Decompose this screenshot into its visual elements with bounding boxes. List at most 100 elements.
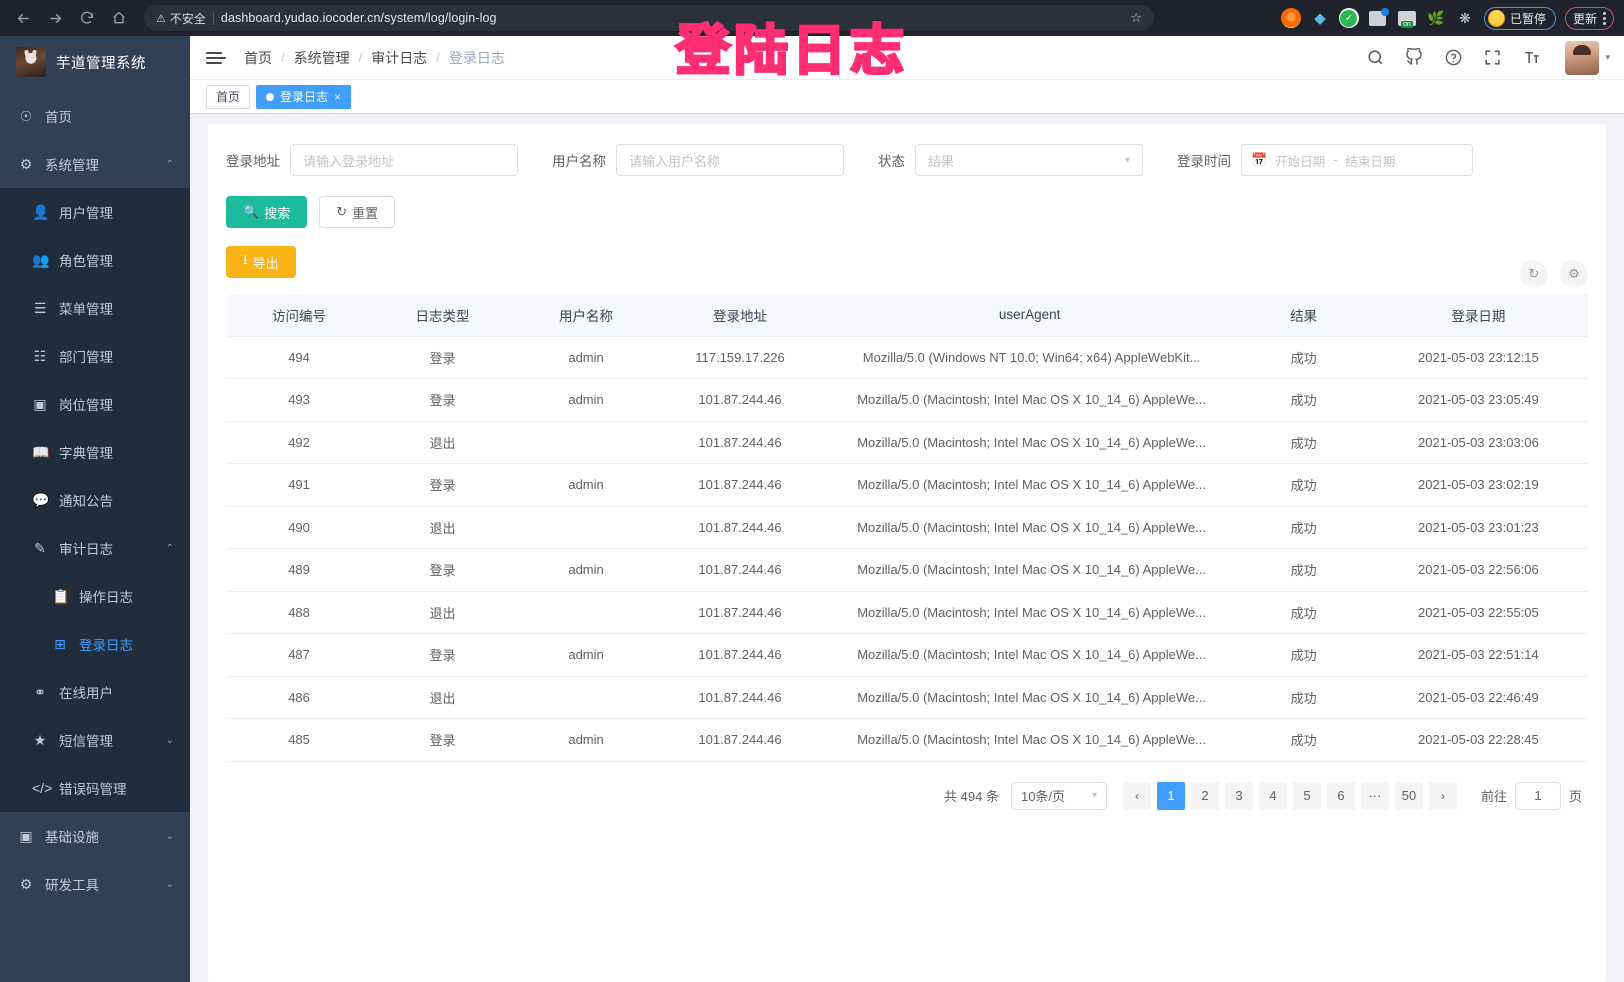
sidebar-item-role-manage[interactable]: 👥 角色管理	[0, 236, 190, 284]
github-icon[interactable]	[1405, 48, 1424, 67]
sidebar-item-dictionary-manage[interactable]: 📖 字典管理	[0, 428, 190, 476]
page-button-50[interactable]: 50	[1394, 781, 1423, 810]
sidebar-item-infrastructure[interactable]: ▣ 基础设施 ⌄	[0, 812, 190, 860]
sidebar-item-system[interactable]: ⚙ 系统管理 ⌃	[0, 140, 190, 188]
sidebar-item-label: 菜单管理	[59, 302, 113, 317]
username-label: 用户名称	[552, 154, 606, 169]
extension-diamond-icon[interactable]: ◆	[1314, 10, 1326, 27]
extension-leaf-icon[interactable]: 🌿	[1427, 9, 1445, 26]
cell-user	[513, 421, 660, 464]
main-area: 首页 / 系统管理 / 审计日志 / 登录日志	[190, 36, 1624, 982]
page-size-select[interactable]: 10条/页 ▾	[1010, 781, 1107, 810]
table-row[interactable]: 487 登录 admin 101.87.244.46 Mozilla/5.0 (Maci…	[226, 633, 1588, 677]
sidebar-logo[interactable]: 芋道管理系统	[0, 36, 190, 88]
export-button[interactable]: ⭳ 导出	[226, 246, 296, 278]
table-row[interactable]: 488 退出 101.87.244.46 Mozilla/5.0 (Macintosh…	[226, 591, 1588, 634]
login-time-daterange[interactable]: 📅 开始日期 - 结束日期	[1241, 144, 1473, 176]
page-button-3[interactable]: 3	[1224, 781, 1253, 810]
close-icon[interactable]: ×	[334, 89, 342, 104]
breadcrumb-item-system[interactable]: 系统管理	[293, 49, 350, 66]
table-row[interactable]: 490 退出 101.87.244.46 Mozilla/5.0 (Macintosh…	[226, 506, 1588, 549]
column-settings-icon[interactable]: ⚙	[1560, 260, 1588, 288]
extension-orange-icon[interactable]	[1280, 8, 1301, 28]
reset-button[interactable]: ↻ 重置	[319, 196, 396, 228]
start-date-input[interactable]: 开始日期	[1275, 154, 1326, 169]
table-row[interactable]: 486 退出 101.87.244.46 Mozilla/5.0 (Macintosh…	[226, 676, 1588, 719]
sidebar-item-user-manage[interactable]: 👤 用户管理	[0, 188, 190, 236]
breadcrumb-item-audit[interactable]: 审计日志	[371, 49, 428, 66]
security-indicator[interactable]: ⚠ 不安全	[156, 10, 206, 27]
user-icon: 👤	[32, 203, 50, 220]
refresh-icon[interactable]: ↻	[1520, 260, 1548, 288]
address-bar[interactable]: ⚠ 不安全 dashboard.yudao.iocoder.cn/system/…	[144, 5, 1154, 31]
extension-list-icon[interactable]	[1397, 8, 1417, 28]
username-input[interactable]: 请输入用户名称	[616, 144, 844, 176]
sidebar-item-notice[interactable]: 💬 通知公告	[0, 476, 190, 524]
table-row[interactable]: 492 退出 101.87.244.46 Mozilla/5.0 (Macintosh…	[226, 421, 1588, 464]
export-button-label: 导出	[252, 255, 279, 271]
cell-type: 登录	[372, 378, 513, 422]
cell-id: 487	[226, 633, 373, 677]
table-row[interactable]: 493 登录 admin 101.87.244.46 Mozilla/5.0 (Maci…	[226, 378, 1588, 422]
extension-green-circle-icon[interactable]: ✓	[1338, 8, 1359, 28]
page-ellipsis[interactable]: ···	[1360, 781, 1389, 810]
user-menu[interactable]: ▾	[1565, 40, 1610, 75]
cell-result: 成功	[1238, 633, 1369, 677]
prev-page-button[interactable]: ‹	[1122, 781, 1151, 810]
sidebar-item-online-user[interactable]: ⚭ 在线用户	[0, 668, 190, 716]
table-row[interactable]: 485 登录 admin 101.87.244.46 Mozilla/5.0 (Maci…	[226, 718, 1588, 762]
tag-home[interactable]: 首页	[206, 84, 251, 109]
forward-arrow-icon[interactable]	[40, 4, 70, 32]
next-page-button[interactable]: ›	[1428, 781, 1457, 810]
page-button-6[interactable]: 6	[1326, 781, 1355, 810]
chevron-down-icon: ▾	[1091, 790, 1097, 801]
end-date-input[interactable]: 结束日期	[1345, 154, 1396, 169]
page-button-4[interactable]: 4	[1258, 781, 1287, 810]
sidebar-item-sms-manage[interactable]: ★ 短信管理 ⌄	[0, 716, 190, 764]
table-row[interactable]: 489 登录 admin 101.87.244.46 Mozilla/5.0 (Maci…	[226, 548, 1588, 592]
cell-type: 登录	[372, 336, 513, 379]
sidebar-item-post-manage[interactable]: ▣ 岗位管理	[0, 380, 190, 428]
update-button[interactable]: 更新	[1564, 6, 1614, 30]
breadcrumb-item-home[interactable]: 首页	[244, 49, 272, 66]
tag-login-log[interactable]: 登录日志 ×	[256, 84, 352, 109]
font-size-icon[interactable]	[1522, 48, 1541, 67]
sidebar-item-login-log[interactable]: ⊞ 登录日志	[0, 620, 190, 668]
login-address-input[interactable]: 请输入登录地址	[290, 144, 518, 176]
refresh-icon: ↻	[336, 204, 348, 219]
extensions-puzzle-icon[interactable]: ❋	[1459, 9, 1471, 26]
page-button-5[interactable]: 5	[1292, 781, 1321, 810]
search-icon[interactable]	[1366, 48, 1385, 67]
table-row[interactable]: 491 登录 admin 101.87.244.46 Mozilla/5.0 (Maci…	[226, 463, 1588, 507]
help-icon[interactable]	[1444, 48, 1463, 67]
column-header-type: 日志类型	[372, 294, 513, 337]
extension-note-icon[interactable]	[1368, 7, 1390, 28]
cell-useragent: Mozilla/5.0 (Macintosh; Intel Mac OS X 1…	[820, 633, 1239, 677]
home-icon: ☉	[19, 107, 33, 124]
back-arrow-icon[interactable]	[8, 4, 38, 32]
jump-page-input[interactable]: 1	[1514, 781, 1561, 810]
error-code-icon: </>	[32, 780, 53, 796]
cell-date: 2021-05-03 23:02:19	[1368, 463, 1588, 507]
sidebar-item-home[interactable]: ☉ 首页	[0, 92, 190, 140]
sidebar-item-dev-tools[interactable]: ⚙ 研发工具 ⌄	[0, 860, 190, 908]
search-button[interactable]: 🔍 搜索	[226, 196, 308, 228]
star-icon[interactable]: ☆	[1130, 10, 1142, 25]
page-button-2[interactable]: 2	[1190, 781, 1219, 810]
fullscreen-icon[interactable]	[1483, 48, 1502, 67]
page-size-value: 10条/页	[1020, 789, 1066, 804]
home-icon[interactable]	[104, 4, 134, 32]
field-login-address: 登录地址 请输入登录地址	[226, 144, 518, 176]
hamburger-icon[interactable]	[206, 51, 226, 64]
status-select[interactable]: 结果 ▾	[915, 144, 1143, 176]
sidebar-item-menu-manage[interactable]: ☰ 菜单管理	[0, 284, 190, 332]
reload-icon[interactable]	[72, 4, 102, 32]
kebab-menu-icon[interactable]	[1603, 11, 1606, 26]
page-button-1[interactable]: 1	[1156, 781, 1185, 810]
sidebar-item-department-manage[interactable]: ☷ 部门管理	[0, 332, 190, 380]
paused-badge[interactable]: 已暂停	[1483, 6, 1556, 30]
table-row[interactable]: 494 登录 admin 117.159.17.226 Mozilla/5.0 (Win…	[226, 336, 1588, 379]
sidebar-item-audit-log[interactable]: ✎ 审计日志 ⌃	[0, 524, 190, 572]
sidebar-item-operation-log[interactable]: 📋 操作日志	[0, 572, 190, 620]
sidebar-item-error-code[interactable]: </> 错误码管理	[0, 764, 190, 812]
